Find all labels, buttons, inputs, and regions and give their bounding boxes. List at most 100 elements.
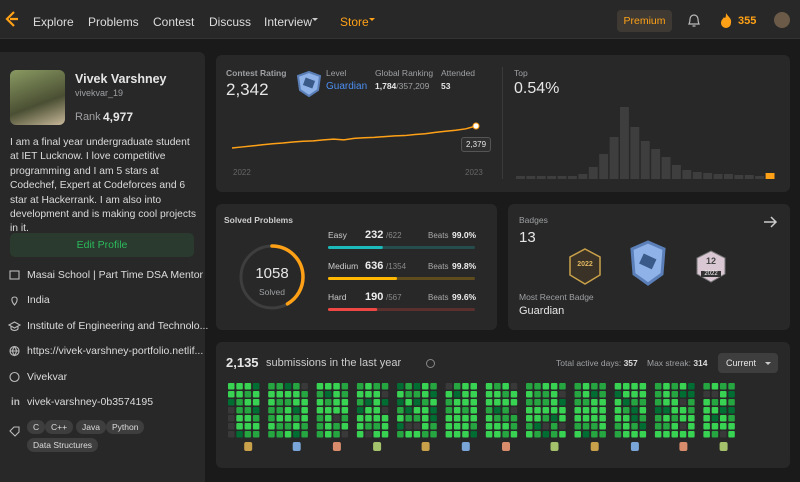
heatmap-cell — [430, 423, 437, 430]
heatmap-cell — [679, 431, 687, 438]
difficulty-solved: 190 — [365, 291, 383, 303]
heatmap-cell — [582, 423, 590, 430]
heatmap-cell — [671, 399, 678, 406]
badges-title: Badges — [519, 215, 548, 225]
heatmap-cell — [268, 423, 275, 430]
heatmap-cell — [228, 399, 235, 406]
arrow-icon[interactable] — [762, 214, 782, 234]
nav-item[interactable]: Explore — [33, 15, 74, 29]
heatmap-cell — [526, 431, 533, 438]
heatmap-cell — [333, 399, 340, 406]
solved-title: Solved Problems — [224, 215, 293, 225]
heatmap-cell — [631, 415, 638, 422]
heatmap-cell — [276, 415, 283, 422]
nav-item[interactable]: Store — [340, 15, 369, 29]
heatmap-cell — [316, 415, 324, 422]
heatmap-cell — [703, 415, 710, 422]
progress-bar — [328, 277, 398, 280]
heatmap-cell — [510, 431, 518, 438]
heatmap-cell — [445, 407, 453, 414]
linkedin[interactable]: vivek-varshney-0b3574195 — [27, 396, 154, 408]
heatmap-cell — [413, 407, 421, 414]
heatmap-cell — [582, 399, 590, 406]
heatmap-cell — [510, 423, 518, 430]
heatmap-cell — [244, 399, 252, 406]
heatmap-cell — [711, 407, 719, 414]
heatmap-cell — [365, 423, 372, 430]
edit-profile-button[interactable]: Edit Profile — [10, 233, 194, 257]
heatmap-cell — [671, 415, 678, 422]
heatmap-cell — [485, 415, 493, 422]
heatmap-cell — [356, 407, 364, 414]
heatmap-cell — [639, 431, 647, 438]
rank-label: Rank — [75, 111, 101, 123]
heatmap-cell — [559, 431, 566, 438]
recent-label: Most Recent Badge — [519, 292, 594, 302]
heatmap-cell — [688, 391, 695, 398]
difficulty-solved: 232 — [365, 229, 383, 241]
year-selector[interactable]: Current — [718, 353, 778, 373]
heatmap-cell — [430, 415, 437, 422]
heatmap-cell — [381, 415, 389, 422]
nav-item[interactable]: Problems — [88, 15, 139, 29]
heatmap-cell — [445, 391, 453, 398]
heatmap-cell — [236, 383, 243, 390]
heatmap-cell — [413, 399, 421, 406]
nav-item[interactable]: Discuss — [209, 15, 252, 29]
rating: 2,342 — [226, 80, 269, 99]
website[interactable]: https://vivek-varshney-portfolio.netlif.… — [27, 345, 204, 357]
heatmap-cell — [679, 407, 687, 414]
heatmap-cell — [614, 407, 622, 414]
heatmap-cell — [688, 399, 695, 406]
heatmap-cell — [422, 383, 429, 390]
heatmap-cell — [413, 423, 421, 430]
month-icon — [719, 442, 728, 451]
premium-button[interactable]: Premium — [617, 10, 672, 32]
heatmap-cell — [397, 423, 404, 430]
heatmap-cell — [703, 391, 710, 398]
heatmap-cell — [341, 399, 349, 406]
heatmap-cell — [550, 423, 558, 430]
nav-item[interactable]: Contest — [153, 15, 195, 29]
heatmap-cell — [502, 399, 509, 406]
heatmap-cell — [373, 423, 380, 430]
heatmap-cell — [510, 399, 518, 406]
heatmap-cell — [284, 407, 292, 414]
solved-total: 1058 — [255, 265, 289, 282]
heatmap-cell — [413, 431, 421, 438]
heatmap-cell — [341, 391, 349, 398]
heatmap-cell — [574, 391, 581, 398]
heatmap-cell — [679, 391, 687, 398]
heatmap-cell — [405, 423, 412, 430]
heatmap-cell — [559, 383, 566, 390]
skill-tag: C++ — [45, 420, 74, 434]
heatmap-cell — [430, 399, 437, 406]
heatmap-cell — [599, 399, 606, 406]
distribution-bar — [599, 154, 609, 179]
distribution-bar — [703, 173, 713, 179]
heatmap-cell — [599, 391, 606, 398]
heatmap-cell — [405, 415, 412, 422]
bell-icon[interactable] — [686, 13, 702, 29]
heatmap-cell — [654, 391, 662, 398]
nav-item[interactable]: Interview — [264, 15, 313, 29]
heatmap-cell — [688, 383, 695, 390]
distribution-bar — [651, 149, 661, 179]
heatmap-cell — [550, 399, 558, 406]
heatmap-cell — [582, 391, 590, 398]
heatmap-cell — [228, 383, 235, 390]
info-icon[interactable] — [426, 359, 436, 369]
heatmap-cell — [268, 383, 275, 390]
heatmap-cell — [301, 431, 308, 438]
heatmap-cell — [445, 399, 453, 406]
heatmap-cell — [316, 383, 324, 390]
heatmap-cell — [381, 391, 389, 398]
heatmap-cell — [228, 415, 235, 422]
heatmap-cell — [381, 423, 389, 430]
badge-text: 2022 — [577, 261, 593, 268]
github[interactable]: Vivekvar — [27, 371, 68, 383]
heatmap-cell — [356, 391, 364, 398]
nav-avatar[interactable] — [774, 12, 790, 28]
heatmap-cell — [542, 383, 550, 390]
